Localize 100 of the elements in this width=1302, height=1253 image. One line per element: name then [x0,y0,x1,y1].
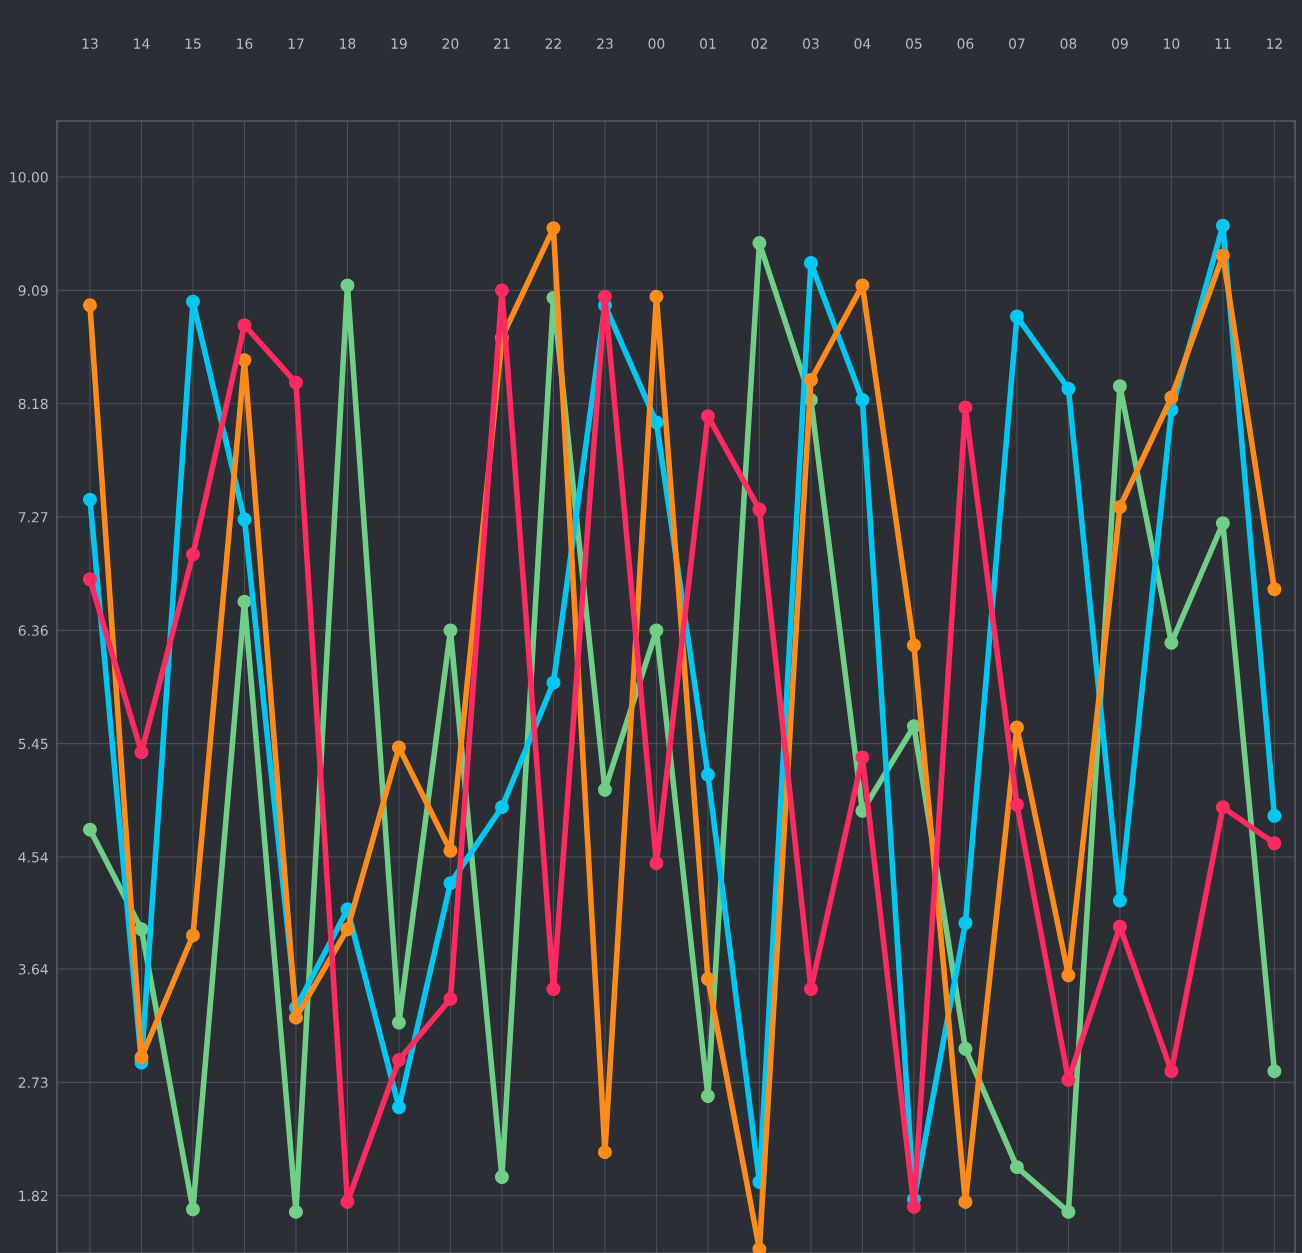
point [289,1010,303,1025]
x-tick-label: 00 [648,38,665,49]
point [958,1041,973,1056]
x-tick-label: 19 [391,38,407,49]
x-tick-label: 09 [1111,38,1128,49]
point [443,992,458,1006]
point [597,782,612,797]
point [958,1195,973,1209]
point [1061,1204,1076,1219]
point [752,502,767,517]
point [546,221,561,236]
point [958,916,973,930]
point [237,594,252,609]
point [494,283,509,298]
point [1112,500,1127,514]
point [958,400,973,415]
point [803,373,818,387]
x-tick-label: 20 [442,38,459,49]
point [392,1015,406,1030]
y-tick-label: 2.73 [18,1077,48,1088]
point [289,375,303,390]
y-tick-label: 3.64 [18,964,48,975]
point [83,298,97,313]
x-tick-label: 15 [185,38,201,49]
point [1061,968,1076,983]
point [1009,797,1024,812]
point [237,512,252,527]
point [134,922,149,937]
point [700,1089,715,1104]
x-tick-label: 22 [545,38,561,49]
y-tick-label: 1.82 [19,1190,48,1202]
point [1061,1072,1076,1087]
x-tick-label: 03 [803,38,819,49]
point [494,1170,509,1184]
y-tick-label: 6.36 [18,625,48,636]
point [752,236,767,250]
x-tick-label: 04 [854,38,871,49]
point [443,876,458,891]
point [1009,720,1024,735]
x-tick-label: 10 [1164,38,1180,49]
point [186,928,200,943]
point [855,278,870,293]
point [1061,381,1076,396]
point [855,750,870,765]
point [649,856,664,871]
point [597,1145,612,1160]
y-tick-label: 4.54 [18,852,48,863]
point [340,922,355,937]
x-tick-label: 01 [700,38,716,49]
point [1267,582,1282,597]
point [1164,1064,1179,1079]
point [392,740,406,755]
point [186,1202,200,1217]
point [906,1199,921,1214]
point [1009,309,1024,324]
point [700,767,715,782]
point [649,623,664,638]
y-tick-label: 8.18 [18,398,48,410]
y-tick-label: 5.45 [18,738,48,750]
x-tick-label: 21 [494,38,510,49]
point [1215,516,1230,531]
point [546,675,561,690]
x-tick-label: 05 [906,38,922,49]
point [1267,1064,1282,1079]
point [546,982,561,996]
point [186,294,200,309]
point [700,972,715,986]
x-tick-label: 13 [82,38,98,49]
point [1164,390,1179,405]
point [803,982,818,996]
point [906,638,921,653]
x-tick-label: 08 [1060,38,1077,49]
point [134,1050,149,1065]
point [1215,218,1230,233]
point [1215,248,1230,263]
point [1215,800,1230,815]
point [1267,808,1282,823]
x-tick-label: 14 [134,38,150,49]
y-tick-label: 10.00 [10,172,48,183]
point [83,492,97,507]
x-tick-label: 17 [288,38,304,49]
point [340,1195,355,1209]
y-tick-label: 7.27 [18,511,48,523]
x-tick-label: 06 [957,38,974,49]
x-tick-label: 11 [1215,38,1231,49]
point [134,745,149,760]
point [186,547,200,562]
point [1009,1160,1024,1175]
y-tick-label: 9.09 [18,285,48,296]
x-tick-label: 18 [340,38,356,49]
point [392,1053,406,1067]
point [443,843,458,858]
point [1112,379,1127,394]
point [1267,836,1282,851]
point [83,572,97,587]
point [1164,635,1179,650]
x-tick-label: 02 [751,38,767,49]
point [1112,919,1127,934]
point [803,256,818,270]
x-tick-label: 07 [1008,38,1025,49]
